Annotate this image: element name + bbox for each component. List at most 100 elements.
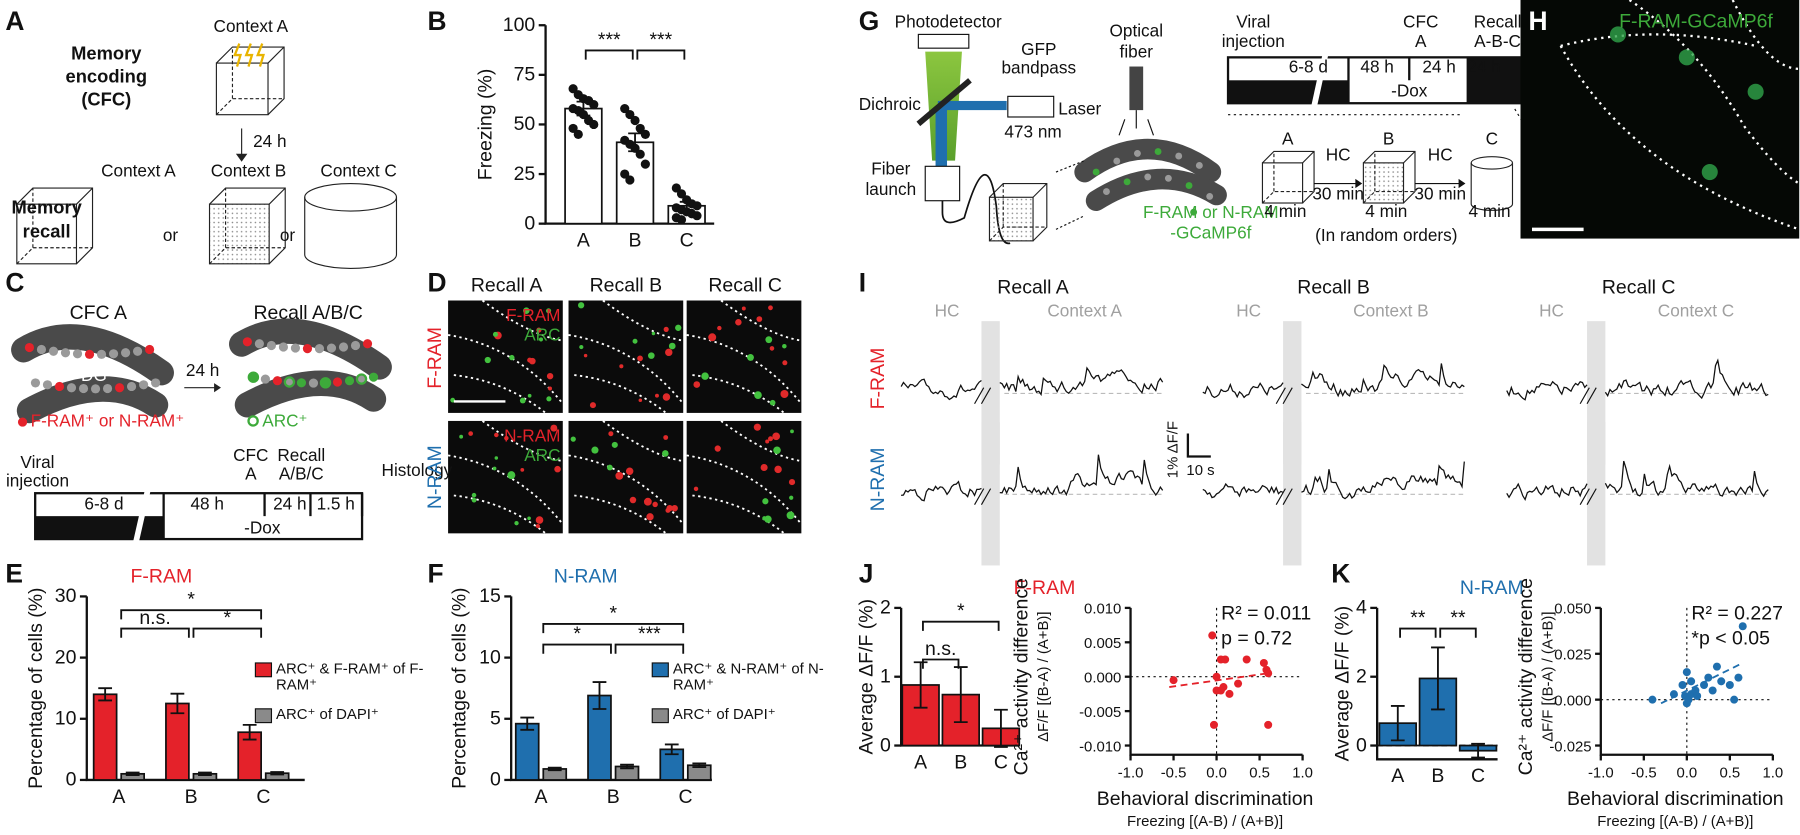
error-bar bbox=[592, 681, 607, 710]
significance-label: *** bbox=[638, 623, 661, 645]
label: CFC bbox=[1403, 12, 1438, 32]
label: Context B bbox=[211, 161, 286, 181]
label: C bbox=[1486, 129, 1498, 149]
x-tick-label: C bbox=[994, 751, 1008, 773]
shape bbox=[686, 299, 803, 414]
shape bbox=[747, 353, 754, 361]
y-axis-sublabel: ΔF/F [(B-A) / (A+B)] bbox=[1036, 611, 1052, 741]
shape bbox=[668, 342, 676, 350]
shape bbox=[974, 488, 992, 505]
shape bbox=[708, 333, 717, 342]
shape bbox=[1579, 488, 1597, 505]
bracket bbox=[584, 49, 634, 60]
label: 6-8 d bbox=[84, 493, 123, 513]
shape bbox=[768, 305, 773, 311]
data-point bbox=[1225, 689, 1234, 698]
label: (CFC) bbox=[81, 89, 131, 110]
legend-label: ARC⁺ & F-RAM⁺ of F-RAM⁺ bbox=[276, 660, 424, 693]
y-tick-label: -0.025 bbox=[1549, 739, 1591, 755]
shape bbox=[577, 302, 585, 309]
label: Recall B bbox=[1297, 277, 1370, 299]
shape bbox=[1559, 0, 1800, 231]
error-bar bbox=[170, 692, 185, 715]
x-tick-label: B bbox=[185, 786, 198, 808]
shape bbox=[468, 431, 474, 436]
significance-label: ** bbox=[1450, 607, 1466, 629]
shape bbox=[66, 383, 77, 393]
shape bbox=[1007, 95, 1055, 118]
shape bbox=[266, 340, 276, 351]
shape bbox=[611, 441, 618, 448]
shape bbox=[126, 381, 137, 392]
shape bbox=[935, 105, 948, 169]
label: DG bbox=[81, 365, 107, 385]
shape bbox=[619, 364, 624, 369]
shape bbox=[671, 504, 678, 512]
shape bbox=[900, 366, 1164, 401]
shape bbox=[714, 445, 721, 452]
bar bbox=[92, 693, 118, 781]
legend-swatch bbox=[651, 662, 669, 678]
label: HC bbox=[1236, 301, 1261, 321]
significance-label: n.s. bbox=[139, 607, 170, 629]
panel-letter: C bbox=[5, 267, 24, 297]
data-point bbox=[635, 149, 645, 159]
shape bbox=[215, 62, 269, 116]
shape bbox=[901, 454, 1164, 502]
data-point bbox=[1209, 720, 1218, 729]
data-point bbox=[1704, 673, 1713, 682]
label: Context A bbox=[214, 16, 289, 36]
shape bbox=[662, 393, 671, 401]
shape bbox=[570, 436, 576, 442]
shape bbox=[648, 352, 655, 359]
shape bbox=[693, 381, 701, 388]
overlay-label: F-RAM bbox=[506, 305, 560, 325]
label: DG bbox=[262, 357, 288, 377]
label: Recall A/B/C bbox=[253, 302, 362, 324]
error-bar bbox=[620, 763, 634, 770]
significance-label: *** bbox=[649, 29, 672, 51]
shape bbox=[254, 339, 264, 349]
y-tick-label: 20 bbox=[55, 646, 77, 668]
label: encoding bbox=[66, 66, 148, 87]
label: Context C bbox=[1658, 301, 1734, 321]
shape bbox=[1362, 162, 1405, 204]
shape bbox=[981, 422, 1000, 566]
shape bbox=[774, 465, 782, 474]
data-point bbox=[1169, 676, 1178, 685]
legend-box: ARC⁺ of DAPI⁺ bbox=[276, 707, 379, 722]
shape bbox=[780, 390, 789, 399]
label: or bbox=[280, 225, 296, 245]
label: A/B/C bbox=[279, 463, 324, 483]
shape bbox=[568, 299, 684, 414]
shape bbox=[529, 357, 536, 365]
row-label: F-RAM bbox=[424, 327, 446, 389]
shape bbox=[492, 466, 497, 471]
bar bbox=[615, 141, 655, 225]
label: or bbox=[163, 225, 179, 245]
shape bbox=[546, 372, 554, 380]
shape bbox=[924, 165, 961, 202]
shape bbox=[304, 182, 398, 212]
x-tick-label: 0.0 bbox=[1206, 766, 1227, 782]
data-point bbox=[1208, 631, 1217, 640]
significance-label: * bbox=[224, 607, 232, 629]
shape bbox=[283, 376, 296, 388]
shape bbox=[1262, 151, 1315, 204]
shape bbox=[654, 393, 659, 398]
shape bbox=[535, 524, 540, 529]
data-point bbox=[1700, 680, 1709, 689]
shape bbox=[290, 343, 301, 353]
annotation: *p < 0.05 bbox=[1691, 628, 1770, 650]
legend-box: ARC⁺ & N-RAM⁺ of N-RAM⁺ bbox=[673, 661, 824, 693]
layout bbox=[11, 0, 1800, 566]
x-tick-label: 1.0 bbox=[1762, 766, 1783, 782]
shape bbox=[538, 337, 544, 342]
label: 4 min bbox=[1264, 201, 1306, 221]
bracket bbox=[192, 627, 263, 638]
y-axis-label: Average ΔF/F (%) bbox=[1331, 606, 1353, 762]
shape bbox=[302, 344, 313, 354]
shape bbox=[16, 187, 94, 265]
shape bbox=[16, 203, 78, 265]
legend-label: ARC⁺ bbox=[262, 411, 307, 431]
